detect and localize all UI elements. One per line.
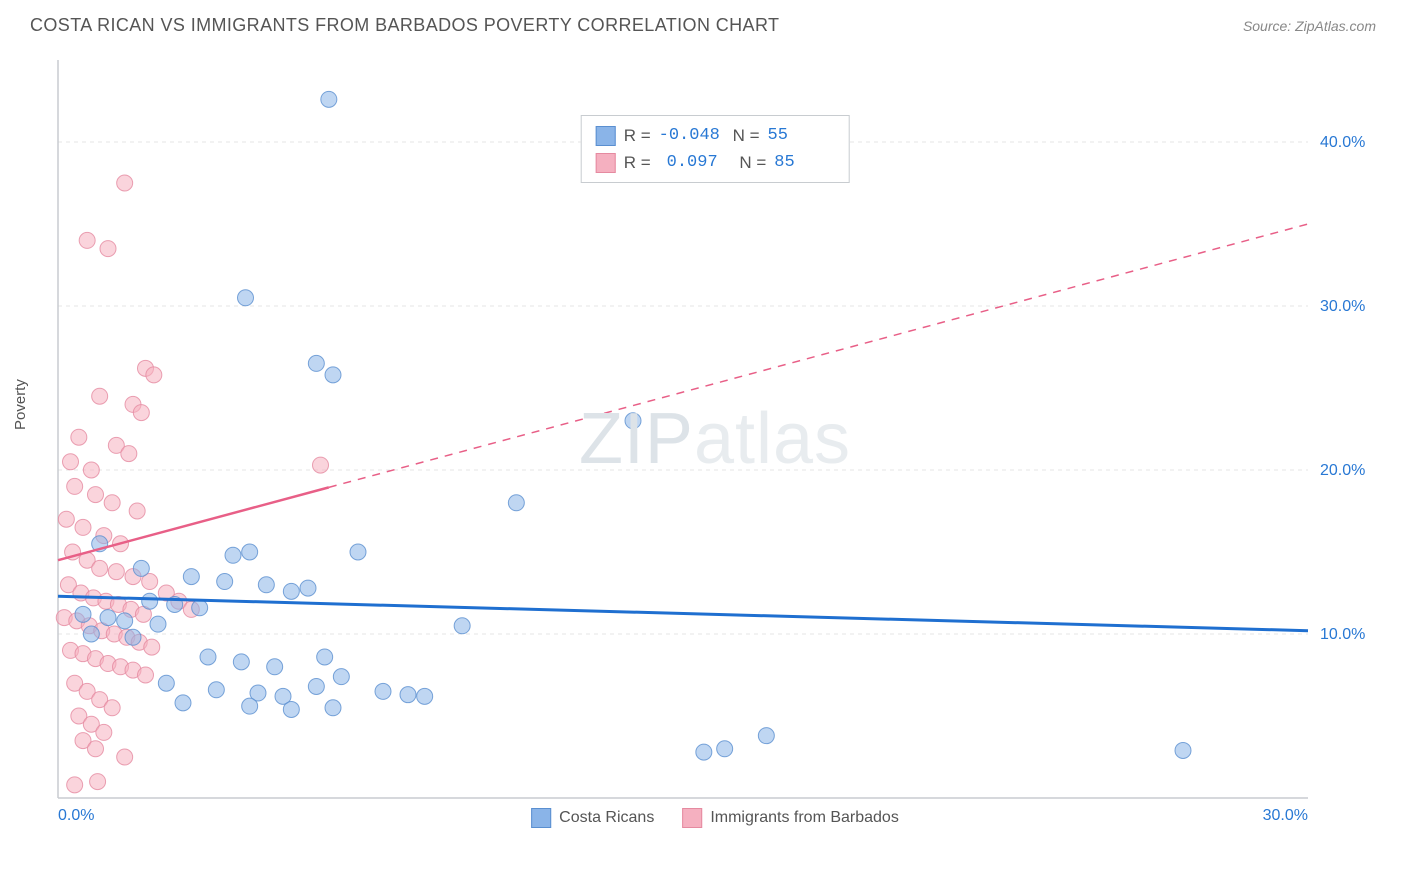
- svg-text:40.0%: 40.0%: [1320, 134, 1365, 151]
- legend-label-1: Costa Ricans: [559, 809, 654, 827]
- n-value-1: 55: [768, 122, 828, 149]
- n-value-2: 85: [774, 149, 834, 176]
- svg-text:10.0%: 10.0%: [1320, 626, 1365, 643]
- r-value-2: 0.097: [659, 149, 727, 176]
- legend-label-2: Immigrants from Barbados: [710, 809, 899, 827]
- stats-row-series-2: R = 0.097 N = 85: [596, 149, 835, 176]
- series-legend: Costa Ricans Immigrants from Barbados: [531, 808, 899, 828]
- svg-text:20.0%: 20.0%: [1320, 462, 1365, 479]
- svg-text:0.0%: 0.0%: [58, 807, 94, 824]
- r-value-1: -0.048: [659, 122, 720, 149]
- chart-title: COSTA RICAN VS IMMIGRANTS FROM BARBADOS …: [30, 15, 779, 36]
- title-bar: COSTA RICAN VS IMMIGRANTS FROM BARBADOS …: [0, 0, 1406, 44]
- swatch-series-2: [596, 153, 616, 173]
- legend-swatch-2: [682, 808, 702, 828]
- swatch-series-1: [596, 126, 616, 146]
- legend-swatch-1: [531, 808, 551, 828]
- chart-area: ZIPatlas 10.0%20.0%30.0%40.0%0.0%30.0% R…: [50, 55, 1380, 830]
- legend-item-1: Costa Ricans: [531, 808, 654, 828]
- stats-row-series-1: R = -0.048 N = 55: [596, 122, 835, 149]
- svg-text:30.0%: 30.0%: [1263, 807, 1308, 824]
- legend-item-2: Immigrants from Barbados: [682, 808, 899, 828]
- correlation-stats-legend: R = -0.048 N = 55 R = 0.097 N = 85: [581, 115, 850, 183]
- y-axis-label: Poverty: [12, 379, 29, 430]
- svg-text:30.0%: 30.0%: [1320, 298, 1365, 315]
- source-attribution: Source: ZipAtlas.com: [1243, 18, 1376, 34]
